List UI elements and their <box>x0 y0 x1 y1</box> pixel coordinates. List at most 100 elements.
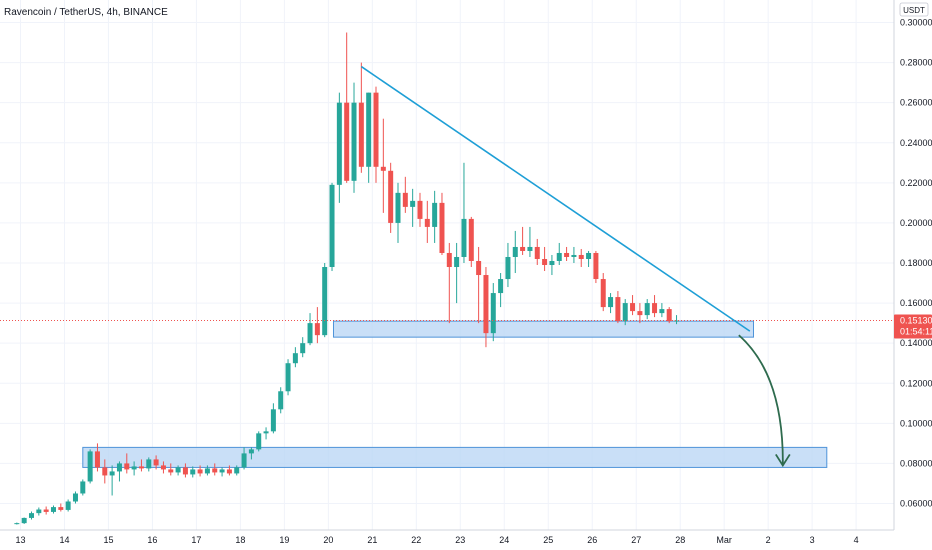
last-price-box <box>894 314 932 339</box>
candle-body <box>358 102 364 167</box>
candle-body <box>278 391 284 410</box>
candle-body <box>197 469 203 474</box>
unit-label: USDT <box>903 6 925 15</box>
time-tick-label: Mar <box>716 535 732 545</box>
candle-body <box>637 311 643 316</box>
candle-body <box>314 323 320 336</box>
candle-body <box>190 469 196 475</box>
chart-overlays <box>0 65 894 468</box>
candle-body <box>644 303 650 316</box>
price-tick-label: 0.28000 <box>900 58 932 68</box>
candle-body <box>72 493 78 502</box>
price-axis[interactable]: 0.30000 0.28000 0.26000 0.24000 0.22000 0.200… <box>900 18 932 509</box>
candle-body <box>608 297 614 308</box>
descending-trendline <box>360 65 751 332</box>
candle-body <box>593 252 599 280</box>
candle-body <box>14 523 20 525</box>
candle-body <box>388 170 394 223</box>
candle-body <box>666 309 672 322</box>
price-tick-label: 0.06000 <box>900 499 932 509</box>
candle-body <box>94 451 100 468</box>
candle-body <box>36 509 42 514</box>
time-tick-label: 3 <box>810 535 815 545</box>
candle-body <box>168 469 174 473</box>
candle-body <box>116 463 122 472</box>
price-axis-bg <box>894 0 932 530</box>
candle-body <box>226 469 232 474</box>
candle-body <box>512 246 518 257</box>
candle-body <box>43 509 49 512</box>
candle-body <box>615 297 621 322</box>
candle-body <box>446 252 452 268</box>
last-price-value: 0.15130 <box>900 316 932 326</box>
time-tick-label: 2 <box>766 535 771 545</box>
candle-body <box>270 409 276 432</box>
candle-body <box>556 252 562 261</box>
candle-body <box>234 467 240 474</box>
candle-body <box>652 303 658 314</box>
bar-countdown: 01:54:11 <box>900 327 932 337</box>
candle-body <box>380 166 386 171</box>
time-tick-label: 26 <box>587 535 597 545</box>
time-tick-label: 22 <box>411 535 421 545</box>
candle-body <box>124 463 130 470</box>
candle-body <box>138 466 144 469</box>
candle-body <box>65 501 71 510</box>
candle-body <box>410 200 416 207</box>
time-tick-label: 15 <box>103 535 113 545</box>
time-tick-label: 25 <box>543 535 553 545</box>
candle-body <box>498 279 504 294</box>
candle-body <box>344 102 350 181</box>
price-tick-label: 0.10000 <box>900 418 932 428</box>
support-zone-rect <box>82 446 828 468</box>
time-axis[interactable]: 13 14 15 16 17 18 19 20 21 22 23 24 25 26 27 28 Mar 2 3 4 <box>15 535 858 545</box>
support-zone-rect <box>332 320 754 338</box>
candle-body <box>300 343 306 354</box>
candle-body <box>248 449 254 454</box>
time-tick-label: 21 <box>367 535 377 545</box>
candle-body <box>58 507 64 510</box>
candle-body <box>322 267 328 336</box>
candle-body <box>674 320 680 322</box>
candle-body <box>153 459 159 466</box>
candle-body <box>454 256 460 268</box>
candle-body <box>131 466 137 470</box>
candle-body <box>395 192 401 223</box>
candle-body <box>329 184 335 268</box>
candle-body <box>263 431 269 434</box>
candle-body <box>571 254 577 257</box>
candle-body <box>424 218 430 227</box>
price-tick-label: 0.18000 <box>900 258 932 268</box>
time-tick-label: 28 <box>675 535 685 545</box>
candle-body <box>505 256 511 280</box>
candle-body <box>50 507 56 512</box>
price-tick-label: 0.08000 <box>900 458 932 468</box>
support-zones <box>82 320 828 468</box>
candle-body <box>527 246 533 251</box>
candle-body <box>241 453 247 468</box>
candle-body <box>659 309 665 314</box>
candle-body <box>175 467 181 473</box>
time-tick-label: 16 <box>147 535 157 545</box>
candle-body <box>630 303 636 312</box>
candle-body <box>366 92 372 167</box>
time-tick-label: 24 <box>499 535 509 545</box>
candle-body <box>102 467 108 476</box>
candle-body <box>336 102 342 185</box>
time-tick-label: 20 <box>323 535 333 545</box>
candle-body <box>146 459 152 469</box>
time-tick-label: 17 <box>191 535 201 545</box>
candle-body <box>468 218 474 261</box>
time-tick-label: 27 <box>631 535 641 545</box>
candle-body <box>182 467 188 475</box>
price-tick-label: 0.22000 <box>900 178 932 188</box>
candle-body <box>622 303 628 322</box>
price-tick-label: 0.26000 <box>900 98 932 108</box>
candle-body <box>534 246 540 259</box>
unit-label-box[interactable] <box>899 2 929 17</box>
candle-body <box>461 218 467 257</box>
time-tick-label: 18 <box>235 535 245 545</box>
time-tick-label: 19 <box>279 535 289 545</box>
